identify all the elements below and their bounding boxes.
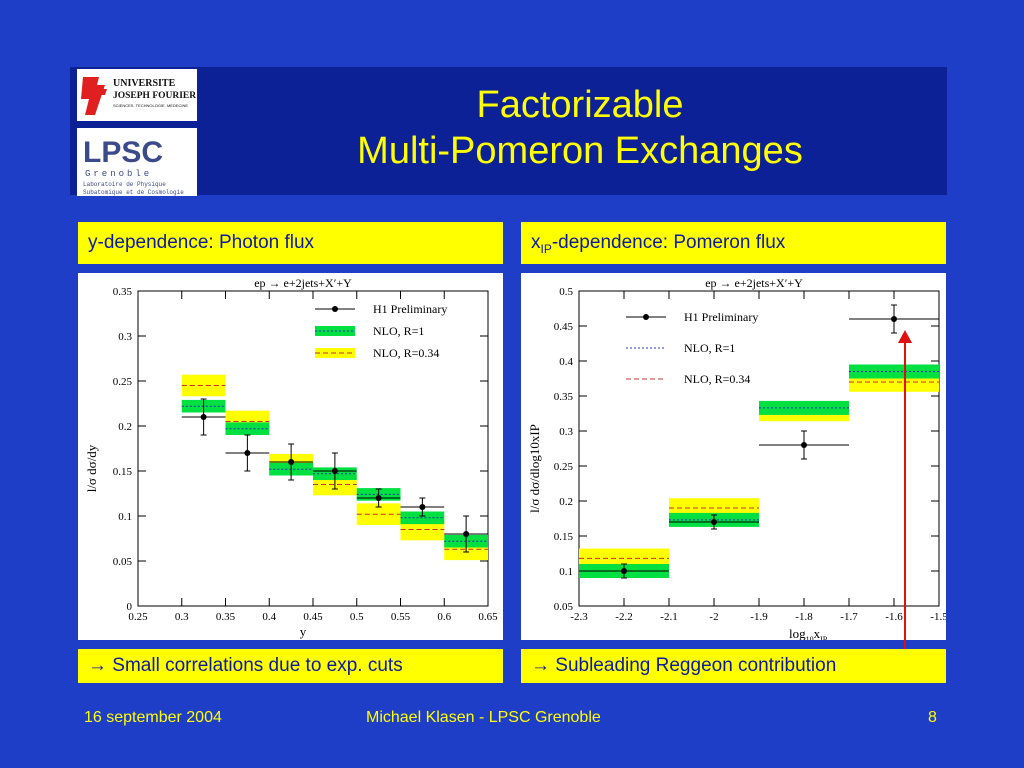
y-axis-label: l/σ dσ/dlog10xIP <box>527 424 542 513</box>
svg-text:Grenoble: Grenoble <box>85 169 152 179</box>
legend-label: NLO, R=1 <box>373 324 424 338</box>
h1-point <box>711 519 717 525</box>
svg-text:UNIVERSITE: UNIVERSITE <box>113 78 176 89</box>
x-tick-label: -1.5 <box>930 611 946 623</box>
h1-point <box>200 414 207 420</box>
svg-text:Laboratoire de Physique: Laboratoire de Physique <box>83 181 166 188</box>
y-tick-label: 0.15 <box>113 466 133 478</box>
legend-label: H1 Preliminary <box>684 310 758 324</box>
y-tick-label: 0.15 <box>554 531 574 543</box>
x-tick-label: -2.1 <box>660 611 677 623</box>
y-tick-label: 0.2 <box>118 421 132 433</box>
svg-text:SCIENCES. TECHNOLOGIE. MEDECIN: SCIENCES. TECHNOLOGIE. MEDECINE <box>113 103 188 108</box>
h1-point <box>801 442 807 448</box>
footer-author: Michael Klasen - LPSC Grenoble <box>366 709 601 726</box>
h1-point <box>621 568 627 574</box>
nlo-r034-band <box>181 374 226 397</box>
y-tick-label: 0.1 <box>559 566 573 578</box>
chart-title: ep → e+2jets+X′+Y <box>705 276 803 290</box>
h1-point <box>331 468 338 474</box>
title-line-2: Multi-Pomeron Exchanges <box>357 130 803 172</box>
x-tick-label: 0.6 <box>437 611 451 623</box>
y-axis-label: l/σ dσ/dy <box>84 444 99 492</box>
chart-title: ep → e+2jets+X′+Y <box>254 276 352 290</box>
title-line-1: Factorizable <box>476 84 684 126</box>
x-tick-label: -2.2 <box>615 611 632 623</box>
y-tick-label: 0.3 <box>559 426 573 438</box>
y-dependence-chart: ep → e+2jets+X′+Y 0.25 0.3 0.35 0.4 0.45 0.5 0.… <box>84 276 498 639</box>
left-header: y-dependence: Photon flux <box>78 222 503 264</box>
footer-page-number: 8 <box>928 709 937 726</box>
y-tick-label: 0.35 <box>554 391 574 403</box>
y-tick-label: 0.5 <box>559 286 573 298</box>
y-tick-label: 0.45 <box>554 321 574 333</box>
svg-text:Subatomique et de Cosmologie: Subatomique et de Cosmologie <box>83 189 184 196</box>
x-axis-label: y <box>300 624 307 639</box>
reggeon-arrow <box>904 336 906 662</box>
y-tick-label: 0.35 <box>113 286 133 298</box>
svg-text:LPSC: LPSC <box>83 136 163 169</box>
x-tick-label: 0.55 <box>391 611 411 623</box>
x-tick-label: 0.3 <box>175 611 189 623</box>
y-tick-label: 0.25 <box>113 376 133 388</box>
y-tick-label: 0.25 <box>554 461 574 473</box>
h1-point <box>288 459 295 465</box>
nlo-r034-band <box>356 503 401 525</box>
right-header-sub: IP <box>540 241 552 256</box>
h1-point <box>375 495 382 501</box>
legend-label: NLO, R=1 <box>684 341 735 355</box>
x-tick-label: 0.5 <box>350 611 364 623</box>
legend-label: H1 Preliminary <box>373 302 447 316</box>
footer-date: 16 september 2004 <box>84 709 222 726</box>
x-tick-label: 0.4 <box>262 611 276 623</box>
h1-point <box>419 504 426 510</box>
y-tick-label: 0.1 <box>118 511 132 523</box>
title-bar <box>70 67 947 195</box>
x-tick-label: -1.8 <box>795 611 813 623</box>
x-tick-label: 0.65 <box>478 611 498 623</box>
svg-text:JOSEPH FOURIER: JOSEPH FOURIER <box>113 91 196 101</box>
y-tick-label: 0.3 <box>118 331 132 343</box>
right-header-prefix: x <box>531 232 541 253</box>
x-tick-label: 0.35 <box>216 611 236 623</box>
h1-point <box>891 316 897 322</box>
y-tick-label: 0.05 <box>113 556 133 568</box>
x-tick-label: 0.25 <box>128 611 148 623</box>
xip-dependence-chart: ep → e+2jets+X′+Y -2.3 -2.2 -2.1 -2 -1.9 -1.8 -… <box>527 276 946 640</box>
slide-title: Factorizable Multi-Pomeron Exchanges <box>230 82 930 174</box>
x-tick-label: -2.3 <box>570 611 588 623</box>
reggeon-arrow-head <box>898 330 912 343</box>
h1-point <box>244 450 251 456</box>
x-axis-label: log10xIP <box>789 626 828 640</box>
x-tick-label: -2 <box>709 611 718 623</box>
right-header: xIP-dependence: Pomeron flux <box>521 222 946 264</box>
plot-frame <box>137 290 489 607</box>
left-conclusion: → Small correlations due to exp. cuts <box>78 649 503 683</box>
x-tick-label: -1.7 <box>840 611 858 623</box>
legend-h1-marker <box>332 306 338 312</box>
lpsc-logo: LPSC Grenoble Laboratoire de Physique Su… <box>77 128 197 196</box>
h1-point <box>463 531 470 537</box>
x-tick-label: -1.6 <box>885 611 903 623</box>
x-tick-label: 0.45 <box>303 611 323 623</box>
y-tick-label: 0.2 <box>559 496 573 508</box>
x-tick-label: -1.9 <box>750 611 768 623</box>
legend-label: NLO, R=0.34 <box>373 346 439 360</box>
legend-h1-marker <box>643 314 649 320</box>
ujf-logo: UNIVERSITE JOSEPH FOURIER SCIENCES. TECH… <box>77 69 197 121</box>
right-plot-panel: ep → e+2jets+X′+Y -2.3 -2.2 -2.1 -2 -1.9 -1.8 -… <box>521 273 946 640</box>
y-tick-label: 0.4 <box>559 356 573 368</box>
right-conclusion: → Subleading Reggeon contribution <box>521 649 946 683</box>
right-header-rest: -dependence: Pomeron flux <box>551 232 786 253</box>
y-tick-label: 0 <box>127 601 133 613</box>
legend-label: NLO, R=0.34 <box>684 372 750 386</box>
left-plot-panel: ep → e+2jets+X′+Y 0.25 0.3 0.35 0.4 0.45 0.5 0.… <box>78 273 503 640</box>
y-tick-label: 0.05 <box>554 601 574 613</box>
